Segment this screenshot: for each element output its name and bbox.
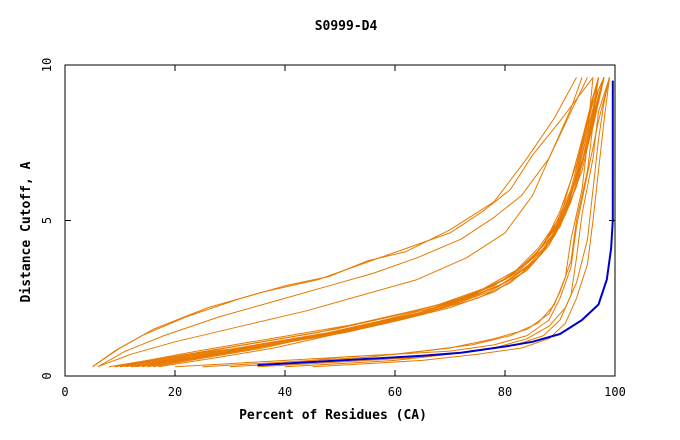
series-line [125,77,605,368]
x-tick-label: 20 [168,385,182,399]
series-line-highlight [257,80,614,367]
x-tick-label: 100 [604,385,626,399]
x-tick-label: 40 [278,385,292,399]
series-line [158,77,605,368]
series-line [92,77,594,368]
x-tick-label: 60 [388,385,402,399]
x-axis-label: Percent of Residues (CA) [239,408,427,423]
series-line [152,77,605,368]
series-line [284,77,610,368]
plot-area-frame [64,64,616,377]
y-tick-label: 10 [40,58,54,72]
series-line [257,77,610,368]
series-line [136,77,605,368]
x-tick-label: 0 [61,385,68,399]
series-line [312,77,610,368]
series-line [114,77,594,368]
x-axis-ticks: 0 20 40 60 80 100 [61,65,626,399]
series-layer [92,77,614,368]
series-line [229,77,605,368]
series-line [108,77,599,368]
y-tick-label: 0 [40,372,54,379]
y-axis-label: Distance Cutoff, A [19,161,34,302]
y-tick-label: 5 [40,217,54,224]
y-axis-ticks: 0 5 10 [40,58,615,380]
series-line [174,77,610,368]
chart-title: S0999-D4 [315,19,378,34]
series-line [147,77,605,368]
series-line [202,77,605,368]
series-line [119,77,599,368]
series-line [92,77,577,368]
series-line [114,77,599,368]
series-line [97,77,588,368]
series-line [97,77,583,368]
x-tick-label: 80 [498,385,512,399]
